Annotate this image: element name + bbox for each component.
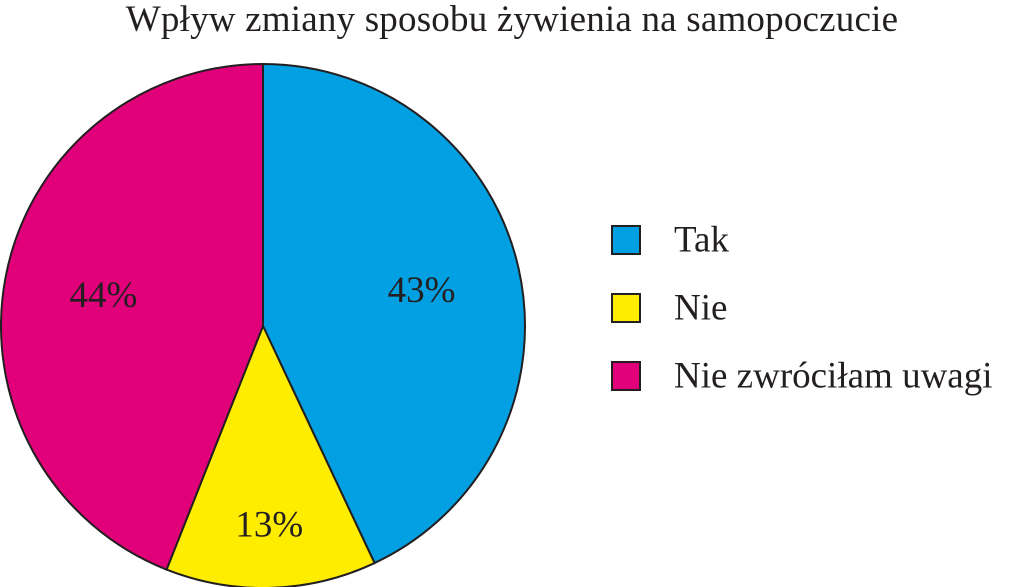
pie-slice-label-tak: 43% [388, 270, 456, 311]
pie-slice-nie-zwrocilam-uwagi [0, 62, 264, 571]
pie-slice-nie [165, 323, 376, 587]
pie-slice-tak [262, 62, 526, 565]
legend-swatch-nie [611, 293, 641, 323]
chart-title: Wpływ zmiany sposobu żywienia na samopoc… [125, 0, 899, 40]
pie-slice-labels: 43% 13% 44% [69, 270, 455, 545]
legend-swatch-tak [611, 225, 641, 255]
pie-slices [0, 62, 526, 587]
legend-label-nie-zwrocilam-uwagi: Nie zwróciłam uwagi [674, 356, 993, 397]
pie-slice-label-nie: 13% [235, 505, 303, 546]
legend-swatch-nie-zwrocilam-uwagi [611, 361, 641, 391]
legend: Tak Nie Nie zwróciłam uwagi [611, 220, 993, 397]
legend-label-tak: Tak [674, 220, 729, 261]
pie-slice-label-nie-zwrocilam-uwagi: 44% [69, 275, 137, 316]
legend-label-nie: Nie [674, 288, 727, 329]
